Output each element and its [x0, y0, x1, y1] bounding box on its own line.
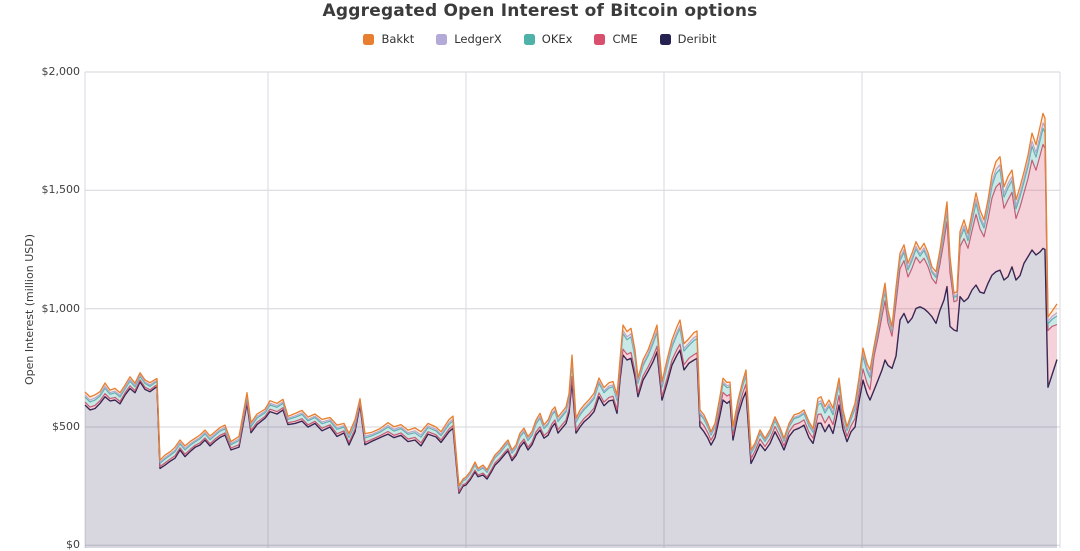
legend-item-ledgerx[interactable]: LedgerX — [436, 32, 502, 46]
line-deribit — [84, 247, 1058, 494]
legend-label: CME — [612, 32, 638, 46]
deribit-swatch-icon — [659, 33, 671, 45]
legend-label: Bakkt — [381, 32, 415, 46]
y-tick-label: $500 — [52, 419, 80, 433]
ledgerx-swatch-icon — [436, 33, 448, 45]
bakkt-swatch-icon — [363, 33, 375, 45]
line-bakkt — [84, 112, 1058, 487]
legend-item-bakkt[interactable]: Bakkt — [363, 32, 414, 46]
y-tick-label: $1,500 — [41, 183, 81, 197]
legend-item-deribit[interactable]: Deribit — [659, 32, 717, 46]
legend-label: LedgerX — [454, 32, 502, 46]
okex-swatch-icon — [523, 33, 535, 45]
legend-label: OKEx — [541, 32, 573, 46]
line-cme — [84, 143, 1058, 493]
legend-item-okex[interactable]: OKEx — [523, 32, 573, 46]
cme-swatch-icon — [594, 33, 606, 45]
chart-title: Aggregated Open Interest of Bitcoin opti… — [322, 1, 758, 21]
line-ledgerx — [84, 122, 1058, 488]
legend-label: Deribit — [677, 32, 717, 46]
line-okex — [84, 127, 1058, 489]
legend-item-cme[interactable]: CME — [594, 32, 638, 46]
chart-legend: Bakkt LedgerX OKEx CME Deribit — [0, 32, 1080, 46]
y-tick-label: $2,000 — [41, 65, 81, 78]
y-tick-label: $0 — [66, 538, 80, 551]
y-tick-label: $1,000 — [41, 301, 81, 315]
